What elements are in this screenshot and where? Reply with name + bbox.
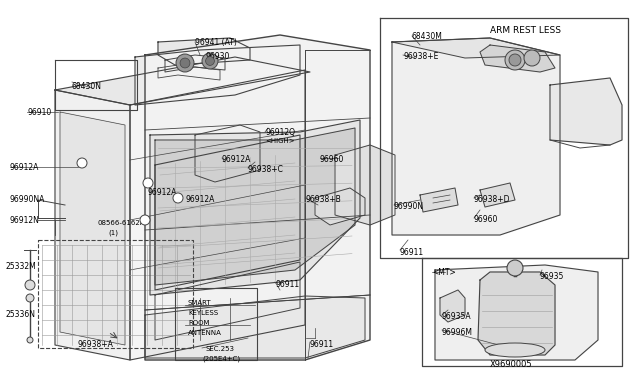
Circle shape [173, 193, 183, 203]
Text: ARM REST LESS: ARM REST LESS [490, 26, 561, 35]
Text: 96990NA: 96990NA [10, 195, 45, 204]
Polygon shape [392, 38, 560, 58]
Polygon shape [392, 38, 560, 235]
Polygon shape [480, 45, 555, 72]
Circle shape [205, 57, 214, 65]
Text: X9690005: X9690005 [490, 360, 532, 369]
Polygon shape [155, 262, 300, 340]
Text: 68430N: 68430N [72, 82, 102, 91]
Text: 96912A: 96912A [222, 155, 252, 164]
Text: 96938+C: 96938+C [248, 165, 284, 174]
Text: ANTENNA: ANTENNA [188, 330, 222, 336]
Circle shape [202, 53, 218, 69]
Text: <MT>: <MT> [432, 268, 456, 277]
Text: 25332M: 25332M [5, 262, 36, 271]
Polygon shape [550, 78, 622, 145]
Text: 96912A: 96912A [148, 188, 177, 197]
Text: (205E4+C): (205E4+C) [202, 356, 240, 362]
Polygon shape [158, 65, 220, 80]
Text: 96911: 96911 [400, 248, 424, 257]
Polygon shape [150, 120, 360, 295]
Circle shape [27, 337, 33, 343]
Polygon shape [145, 296, 365, 358]
Text: 96935: 96935 [540, 272, 564, 281]
Text: 96941 (AT): 96941 (AT) [195, 38, 237, 47]
Circle shape [507, 260, 523, 276]
Polygon shape [315, 188, 365, 225]
Polygon shape [165, 55, 225, 72]
Circle shape [140, 215, 150, 225]
Text: 96911: 96911 [275, 280, 299, 289]
Text: 96938+A: 96938+A [78, 340, 114, 349]
Text: 96912A: 96912A [185, 195, 214, 204]
Polygon shape [435, 265, 598, 360]
Polygon shape [60, 112, 125, 345]
Polygon shape [135, 45, 300, 105]
Text: 96911: 96911 [310, 340, 334, 349]
Circle shape [77, 158, 87, 168]
Text: 96938+E: 96938+E [403, 52, 438, 61]
Circle shape [25, 280, 35, 290]
Text: KEYLESS: KEYLESS [188, 310, 218, 316]
Text: ROOM: ROOM [188, 320, 209, 326]
Polygon shape [480, 183, 515, 207]
Ellipse shape [485, 343, 545, 357]
Text: <HIGH>: <HIGH> [265, 138, 294, 144]
Circle shape [524, 50, 540, 66]
Text: 96912Q: 96912Q [265, 128, 295, 137]
Polygon shape [335, 145, 395, 225]
Text: SEC.253: SEC.253 [206, 346, 235, 352]
Circle shape [180, 58, 190, 68]
Text: 96910: 96910 [28, 108, 52, 117]
Polygon shape [440, 290, 465, 322]
Polygon shape [478, 272, 555, 355]
Text: 96960: 96960 [474, 215, 499, 224]
Polygon shape [55, 90, 130, 360]
Text: 96935A: 96935A [442, 312, 472, 321]
Polygon shape [155, 128, 355, 285]
Text: 96938+B: 96938+B [305, 195, 340, 204]
Text: 68430M: 68430M [412, 32, 443, 41]
Polygon shape [158, 38, 250, 65]
Text: 96912A: 96912A [10, 163, 40, 172]
Polygon shape [55, 57, 310, 105]
Polygon shape [155, 135, 300, 290]
Circle shape [176, 54, 194, 72]
Text: (1): (1) [108, 230, 118, 237]
Circle shape [143, 178, 153, 188]
Text: 96930: 96930 [205, 52, 229, 61]
Text: 96912N: 96912N [10, 216, 40, 225]
Polygon shape [420, 188, 458, 212]
Text: 96960: 96960 [320, 155, 344, 164]
Circle shape [26, 294, 34, 302]
Text: 96996M: 96996M [442, 328, 473, 337]
Circle shape [509, 54, 521, 66]
Text: 96990N: 96990N [394, 202, 424, 211]
Text: 08566-6162A: 08566-6162A [98, 220, 145, 226]
Circle shape [505, 50, 525, 70]
Polygon shape [195, 125, 260, 182]
Text: 96938+D: 96938+D [474, 195, 511, 204]
Text: SMART: SMART [188, 300, 212, 306]
Polygon shape [130, 70, 305, 360]
Text: 25336N: 25336N [5, 310, 35, 319]
Polygon shape [145, 35, 370, 360]
